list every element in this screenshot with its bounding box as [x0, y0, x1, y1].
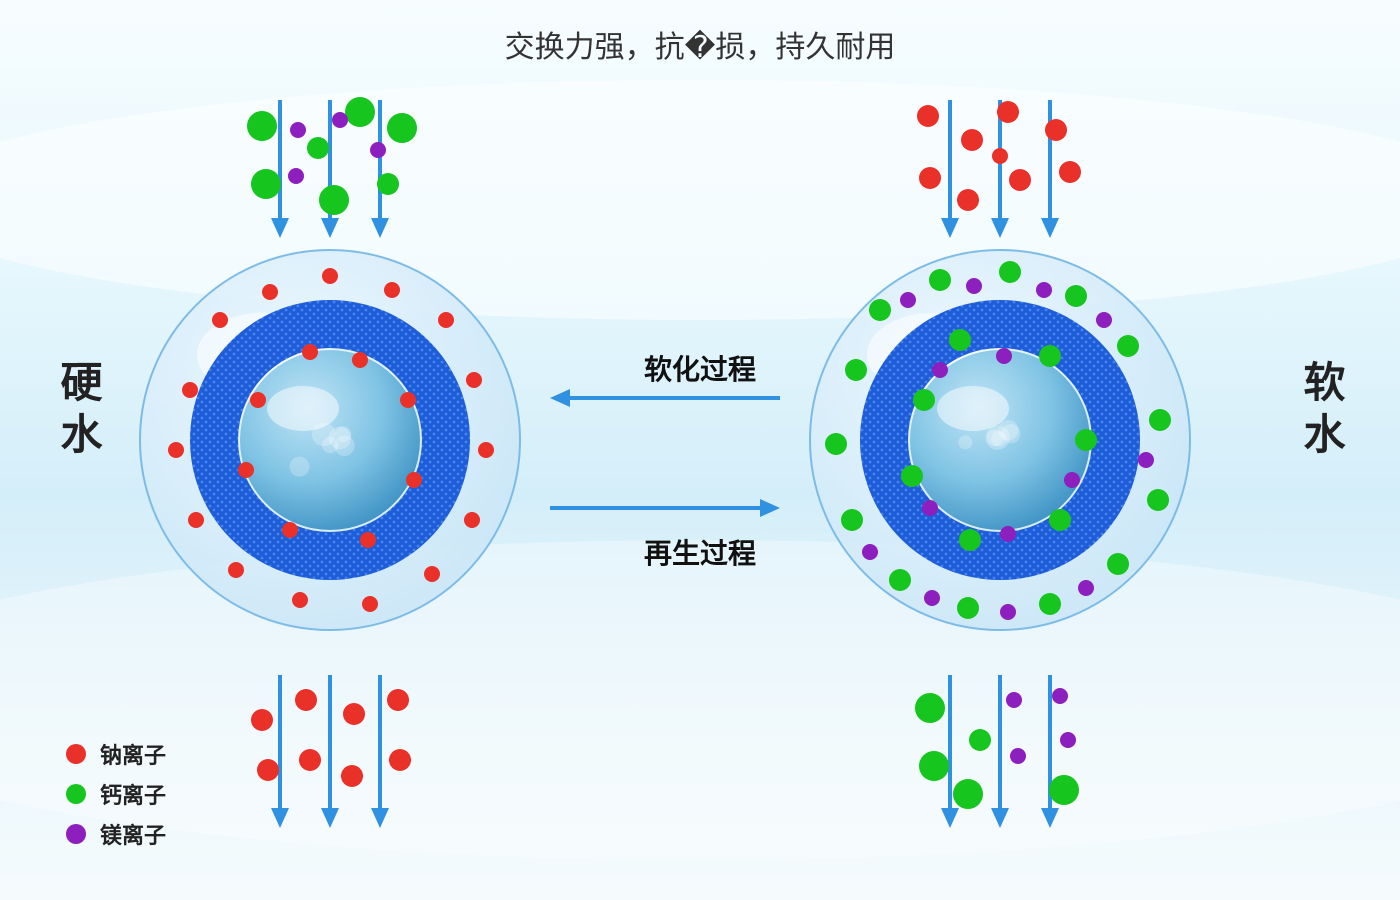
ion-dot-ca [377, 173, 399, 195]
ion-dot-na [262, 284, 278, 300]
resin-sphere-right [810, 250, 1190, 630]
ion-dot-na [251, 709, 273, 731]
legend-label-mg: 镁离子 [100, 818, 166, 850]
resin-sphere-left [140, 250, 520, 630]
ion-dot-na [295, 689, 317, 711]
legend-label-na: 钠离子 [100, 738, 166, 770]
legend-label-ca: 钙离子 [100, 778, 166, 810]
ion-dot-na [478, 442, 494, 458]
ion-dot-ca [999, 261, 1021, 283]
ion-dot-ca [307, 137, 329, 159]
ion-dot-mg [1064, 472, 1080, 488]
ion-dot-mg [1096, 312, 1112, 328]
ion-dot-ca [957, 597, 979, 619]
legend-dot-na [66, 744, 86, 764]
ion-dot-ca [953, 779, 983, 809]
ion-dot-na [1045, 119, 1067, 141]
ion-dot-na [406, 472, 422, 488]
ion-dot-mg [1006, 692, 1022, 708]
ion-dot-na [384, 282, 400, 298]
ion-dot-mg [1138, 452, 1154, 468]
ion-dot-na [917, 105, 939, 127]
ion-dot-na [957, 189, 979, 211]
ion-dot-ca [889, 569, 911, 591]
diagram-stage [0, 0, 1400, 900]
ion-dot-ca [919, 751, 949, 781]
ion-dot-na [400, 392, 416, 408]
ion-dot-mg [288, 168, 304, 184]
ion-dot-na [997, 101, 1019, 123]
ion-dot-mg [924, 590, 940, 606]
page-title: 交换力强，抗�损，持久耐用 [0, 22, 1400, 66]
ion-dot-ca [1147, 489, 1169, 511]
ion-dot-mg [1010, 748, 1026, 764]
ion-dot-mg [1052, 688, 1068, 704]
ion-dot-ca [825, 433, 847, 455]
ion-dot-na [238, 462, 254, 478]
ion-dot-mg [1000, 604, 1016, 620]
ion-dot-ca [251, 169, 281, 199]
ion-dot-na [1009, 169, 1031, 191]
legend-item-na: 钠离子 [66, 738, 166, 770]
ion-dot-mg [332, 112, 348, 128]
ion-dot-ca [319, 185, 349, 215]
ion-dot-ca [1049, 509, 1071, 531]
ion-dot-na [292, 592, 308, 608]
ion-dot-mg [966, 278, 982, 294]
ion-dot-ca [913, 389, 935, 411]
ion-dot-mg [922, 500, 938, 516]
ion-dot-ca [1039, 593, 1061, 615]
ion-dot-ca [247, 111, 277, 141]
ion-dot-ca [915, 693, 945, 723]
legend-item-ca: 钙离子 [66, 778, 166, 810]
ion-dot-na [992, 148, 1008, 164]
ion-dot-na [387, 689, 409, 711]
ion-dot-na [919, 167, 941, 189]
ion-dot-ca [1075, 429, 1097, 451]
ion-dot-na [343, 703, 365, 725]
label-regeneration: 再生过程 [0, 532, 1400, 572]
ion-dot-na [322, 268, 338, 284]
ion-dot-ca [841, 509, 863, 531]
ion-dot-ca [387, 113, 417, 143]
ion-dot-ca [929, 269, 951, 291]
ion-dot-ca [1149, 409, 1171, 431]
ion-dot-na [257, 759, 279, 781]
ion-dot-na [438, 312, 454, 328]
ion-dot-ca [1065, 285, 1087, 307]
ion-dot-mg [1036, 282, 1052, 298]
ion-dot-na [1059, 161, 1081, 183]
ion-dot-na [212, 312, 228, 328]
ion-dot-na [250, 392, 266, 408]
ion-dot-na [168, 442, 184, 458]
ion-dot-na [389, 749, 411, 771]
ion-dot-na [362, 596, 378, 612]
ion-dot-na [188, 512, 204, 528]
ion-dot-mg [1060, 732, 1076, 748]
ion-dot-ca [345, 97, 375, 127]
ion-dot-na [961, 129, 983, 151]
ion-dot-na [464, 512, 480, 528]
legend-dot-ca [66, 784, 86, 804]
ion-dot-ca [1049, 775, 1079, 805]
ion-dot-na [341, 765, 363, 787]
ion-dot-mg [900, 292, 916, 308]
ion-dot-mg [290, 122, 306, 138]
ion-dot-ca [969, 729, 991, 751]
ion-dot-mg [370, 142, 386, 158]
legend-dot-mg [66, 824, 86, 844]
legend-item-mg: 镁离子 [66, 818, 166, 850]
legend: 钠离子 钙离子 镁离子 [66, 730, 166, 858]
ion-dot-na [299, 749, 321, 771]
ion-dot-ca [869, 299, 891, 321]
ion-dot-ca [901, 465, 923, 487]
ion-dot-mg [1078, 580, 1094, 596]
label-softening: 软化过程 [0, 348, 1400, 388]
